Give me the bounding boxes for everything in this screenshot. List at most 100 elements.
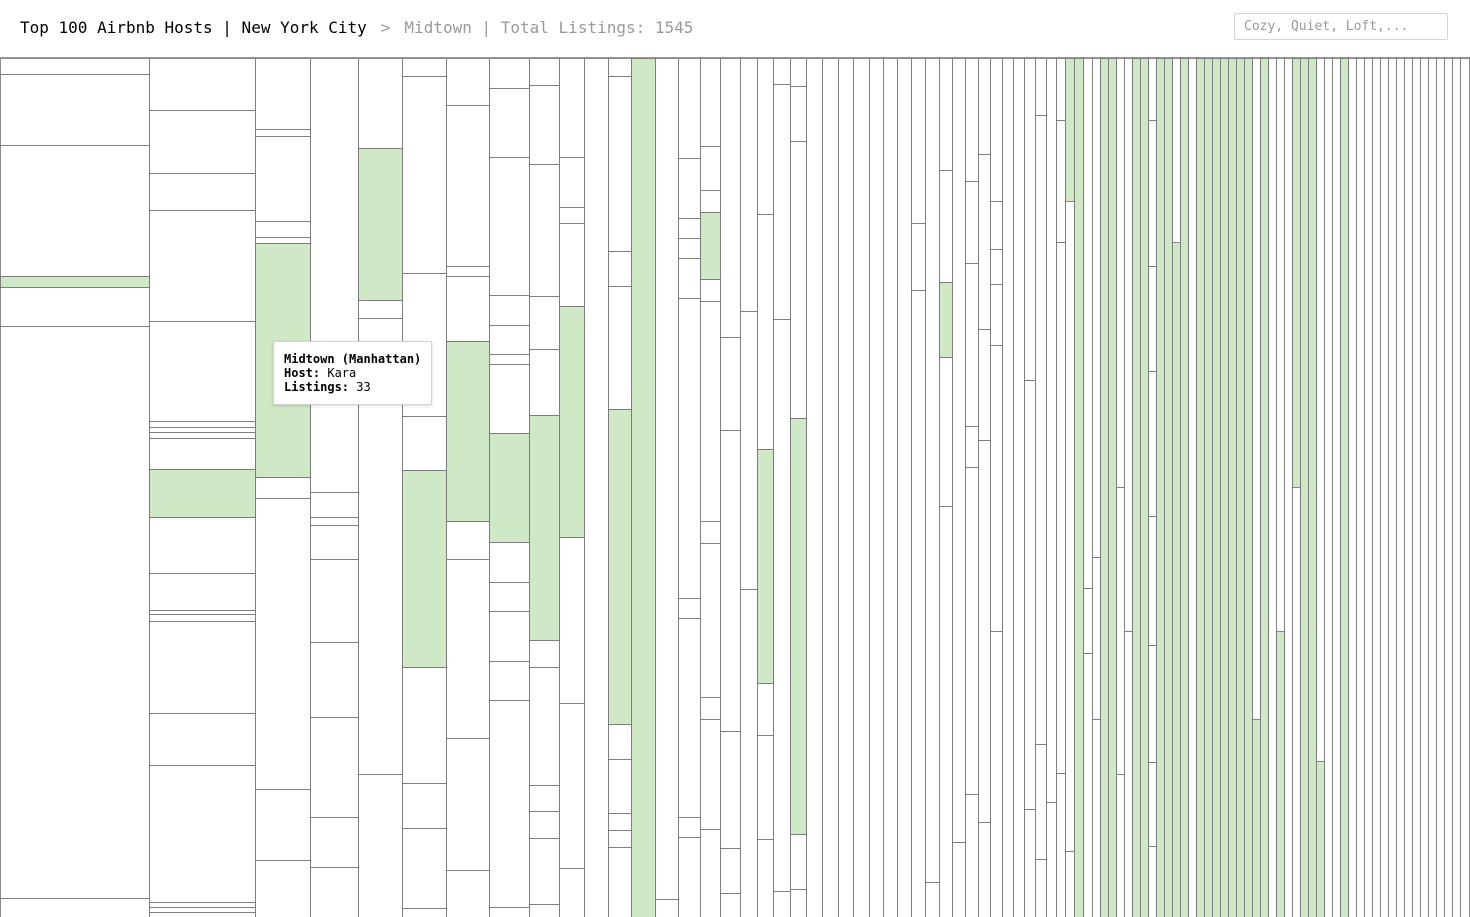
- listing-cell[interactable]: [149, 110, 256, 174]
- listing-cell[interactable]: [1148, 58, 1157, 121]
- listing-cell[interactable]: [1332, 58, 1341, 917]
- listing-cell[interactable]: [806, 58, 823, 917]
- listing-cell[interactable]: [939, 506, 953, 917]
- listing-cell[interactable]: [559, 58, 585, 158]
- listing-cell[interactable]: [402, 828, 447, 909]
- listing-cell[interactable]: [790, 141, 807, 419]
- listing-cell[interactable]: [358, 774, 403, 917]
- listing-cell[interactable]: [952, 842, 966, 917]
- listing-cell-highlighted[interactable]: [1244, 58, 1253, 917]
- listing-cell-highlighted[interactable]: [1228, 58, 1237, 917]
- listing-cell[interactable]: [757, 735, 774, 840]
- listing-cell[interactable]: [489, 700, 530, 908]
- listing-cell[interactable]: [720, 430, 741, 732]
- listing-cell[interactable]: [678, 618, 701, 818]
- listing-cell-highlighted[interactable]: [1340, 58, 1349, 917]
- listing-cell[interactable]: [978, 154, 991, 330]
- listing-cell[interactable]: [939, 58, 953, 171]
- listing-cell[interactable]: [608, 813, 632, 831]
- listing-cell[interactable]: [1083, 58, 1093, 589]
- listing-cell[interactable]: [446, 266, 490, 277]
- listing-cell[interactable]: [608, 759, 632, 814]
- listing-cell[interactable]: [757, 58, 774, 215]
- listing-cell[interactable]: [700, 146, 721, 191]
- listing-cell[interactable]: [608, 847, 632, 917]
- listing-cell[interactable]: [1002, 58, 1014, 917]
- listing-cell[interactable]: [897, 58, 912, 917]
- listing-cell[interactable]: [310, 559, 359, 643]
- listing-cell[interactable]: [529, 640, 560, 668]
- listing-cell[interactable]: [1148, 645, 1157, 763]
- listing-cell[interactable]: [529, 904, 560, 917]
- listing-cell[interactable]: [608, 286, 632, 410]
- listing-cell-highlighted[interactable]: [1140, 58, 1149, 917]
- listing-cell[interactable]: [489, 58, 530, 89]
- listing-cell-highlighted[interactable]: [1276, 631, 1285, 917]
- listing-cell[interactable]: [1388, 58, 1397, 917]
- listing-cell-highlighted[interactable]: [1252, 719, 1261, 917]
- listing-cell[interactable]: [358, 300, 403, 319]
- treemap-canvas[interactable]: [0, 58, 1470, 917]
- listing-cell[interactable]: [255, 221, 311, 238]
- listing-cell[interactable]: [149, 58, 256, 111]
- listing-cell-highlighted[interactable]: [1164, 58, 1173, 917]
- listing-cell[interactable]: [255, 498, 311, 790]
- listing-cell[interactable]: [0, 898, 150, 917]
- listing-cell[interactable]: [402, 58, 447, 77]
- listing-cell[interactable]: [402, 76, 447, 274]
- listing-cell[interactable]: [1348, 58, 1357, 917]
- page-title[interactable]: Top 100 Airbnb Hosts | New York City: [20, 18, 367, 37]
- listing-cell-highlighted[interactable]: [1308, 58, 1317, 917]
- listing-cell[interactable]: [720, 731, 741, 849]
- listing-cell[interactable]: [559, 207, 585, 224]
- listing-cell[interactable]: [0, 326, 150, 899]
- listing-cell[interactable]: [1420, 58, 1429, 917]
- listing-cell[interactable]: [255, 860, 311, 917]
- listing-cell[interactable]: [0, 74, 150, 146]
- listing-cell[interactable]: [965, 467, 979, 795]
- listing-cell[interactable]: [1364, 58, 1373, 917]
- listing-cell[interactable]: [1460, 58, 1470, 917]
- listing-cell[interactable]: [446, 276, 490, 342]
- listing-cell[interactable]: [529, 85, 560, 165]
- listing-cell-highlighted[interactable]: [1204, 58, 1213, 917]
- listing-cell[interactable]: [1092, 557, 1101, 720]
- listing-cell[interactable]: [310, 525, 359, 560]
- listing-cell[interactable]: [489, 542, 530, 583]
- listing-cell[interactable]: [1148, 120, 1157, 267]
- listing-cell[interactable]: [720, 337, 741, 431]
- listing-cell-highlighted[interactable]: [1212, 58, 1221, 917]
- listing-cell[interactable]: [911, 223, 926, 291]
- listing-cell[interactable]: [990, 249, 1003, 285]
- listing-cell[interactable]: [255, 136, 311, 222]
- listing-cell-highlighted[interactable]: [1172, 242, 1181, 917]
- listing-cell[interactable]: [655, 58, 679, 900]
- listing-cell[interactable]: [978, 58, 991, 155]
- listing-cell[interactable]: [911, 58, 926, 224]
- listing-cell[interactable]: [822, 58, 839, 917]
- listing-cell[interactable]: [990, 345, 1003, 632]
- listing-cell[interactable]: [990, 201, 1003, 250]
- listing-cell[interactable]: [310, 867, 359, 917]
- listing-cell[interactable]: [925, 882, 940, 917]
- listing-cell-highlighted[interactable]: [608, 409, 632, 725]
- listing-cell[interactable]: [1046, 802, 1057, 917]
- listing-cell[interactable]: [720, 58, 741, 338]
- listing-cell[interactable]: [1380, 58, 1389, 917]
- listing-cell[interactable]: [608, 830, 632, 848]
- listing-cell[interactable]: [1065, 851, 1075, 917]
- listing-cell[interactable]: [790, 58, 807, 87]
- listing-cell[interactable]: [678, 58, 701, 159]
- listing-cell-highlighted[interactable]: [1065, 58, 1075, 202]
- listing-cell-highlighted[interactable]: [446, 341, 490, 522]
- listing-cell[interactable]: [838, 58, 854, 917]
- listing-cell-highlighted[interactable]: [1260, 58, 1269, 917]
- listing-cell[interactable]: [559, 157, 585, 208]
- listing-cell[interactable]: [149, 210, 256, 322]
- listing-cell[interactable]: [965, 58, 979, 182]
- listing-cell-highlighted[interactable]: [1220, 58, 1229, 917]
- listing-cell[interactable]: [529, 667, 560, 786]
- listing-cell[interactable]: [255, 237, 311, 244]
- listing-cell[interactable]: [678, 837, 701, 917]
- listing-cell[interactable]: [1092, 719, 1101, 917]
